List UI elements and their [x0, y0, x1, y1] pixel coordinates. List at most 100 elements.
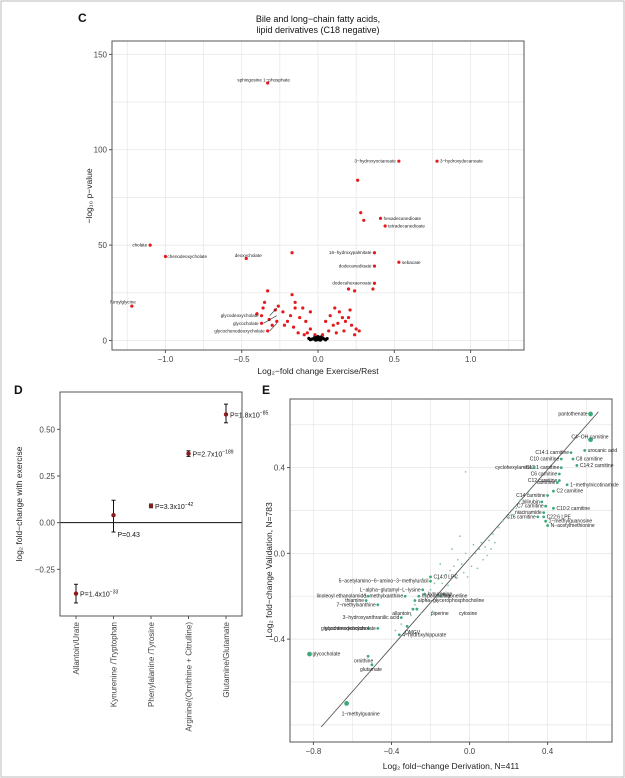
panel-c-point-significant — [262, 300, 267, 304]
panel-c-label-dodecanedioate: dodecanedioate — [339, 264, 372, 269]
panel-c-point-nonsignificant — [314, 338, 318, 342]
panel-c-label-dodecahexaenoate: dodecahexaenoate — [332, 281, 372, 286]
panel-e-point-n-acetylmethionine — [546, 524, 549, 527]
panel-c-point-significant — [291, 325, 296, 329]
panel-e-point-hypoxanthine — [417, 594, 421, 598]
panel-e-grid — [290, 399, 612, 742]
panel-c-point-significant — [270, 323, 274, 327]
panel-e-label-cyclohexylamine: cyclohexylamine — [495, 465, 532, 471]
panel-c-ytick-label: 100 — [94, 146, 108, 155]
panel-e-point-c7-carnitine — [544, 504, 548, 508]
panel-e-point-c10-carnitine — [559, 457, 563, 461]
panel-d-point — [73, 591, 79, 596]
panel-c-point-sebacate — [397, 260, 401, 264]
panel-e-label-glutamate: glutamate — [360, 667, 382, 673]
panel-e-point-3-hydroxyanthranilic-acid — [399, 616, 403, 620]
panel-c-xtick-label: −1.0 — [158, 355, 174, 364]
panel-c-point-hexadecanedioate — [378, 216, 383, 220]
panel-e-label-c8-carnitine: C8 carnitine — [576, 457, 603, 463]
panel-d-ytick-label: −0.25 — [35, 565, 56, 574]
panel-e-label-kynurenine: kynurenine — [428, 592, 453, 598]
panel-e-label-glycochenodeoxycholate: glycochenodeoxycholate — [321, 626, 376, 632]
panel-e-point-background — [449, 569, 451, 572]
panel-c-point-significant — [362, 218, 366, 222]
panel-e-fit-line — [320, 411, 599, 728]
panel-e-label-c6-carnitine: C6 carnitine — [531, 472, 558, 478]
panel-e-point-c16-carnitine — [536, 515, 540, 519]
panel-c-point-significant — [331, 323, 335, 327]
panel-c-point-glycocholate — [259, 321, 264, 325]
panel-c-point-significant — [313, 333, 317, 337]
panel-e-label-1-methylguanine: 1−methylguanine — [342, 711, 380, 717]
panel-e-label-piperine: piperine — [431, 611, 449, 617]
panel-e-ytick-label: −0.4 — [269, 635, 285, 644]
panel-c-point-significant — [308, 327, 312, 331]
panel-e-label-1-methylnicotinamide: 1−methylnicotinamide — [570, 482, 619, 488]
panel-e-point-background — [445, 573, 448, 576]
panel-e-point-glutamate — [370, 663, 374, 667]
panel-e-xtick-label: −0.4 — [384, 747, 400, 756]
panel-e-point-c2-carnitine — [552, 489, 555, 493]
panel-c-ytick-label: 50 — [98, 241, 107, 250]
panel-e-point-dmgv — [405, 624, 409, 628]
panel-c-label-furoylglycine: furoylglycine — [110, 300, 136, 305]
panel-e-point-background — [454, 576, 457, 578]
panel-e-point-background — [474, 552, 477, 555]
panel-e-xtick-label: 0.0 — [464, 747, 476, 756]
panel-e-point-background — [501, 520, 504, 523]
panel-d-p-exponent: −85 — [260, 410, 269, 416]
panel-e-point-cyclohexylamine — [532, 466, 536, 469]
panel-e-point-c14-carnitine — [546, 494, 549, 497]
panel-c-point-significant — [340, 315, 345, 320]
panel-c-point-significant — [349, 323, 354, 327]
panel-e-point-background — [494, 541, 496, 544]
panel-e-label-hypoxanthine: hypoxanthine — [422, 594, 452, 600]
panel-e-point-background — [497, 526, 500, 529]
panel-e-xtick-label: −0.8 — [306, 747, 322, 756]
panel-e-point-background — [488, 539, 490, 542]
panel-e-point-bilirubin — [540, 500, 544, 504]
panel-e-point-c14-2-carnitine — [575, 464, 579, 467]
panel-c-point-significant — [301, 306, 305, 310]
panel-c-point-significant — [348, 308, 352, 312]
panel-e-point-background — [482, 558, 485, 561]
panel-c-y-axis-label: −log₁₀ p−value — [84, 168, 94, 223]
panel-e-point-1-methylguanine — [344, 701, 349, 706]
panel-e-point-background — [472, 543, 475, 546]
panel-c-point-significant — [333, 306, 337, 310]
panel-d-p-value: P=1.4x10−33 — [80, 590, 118, 599]
panel-d-point — [223, 412, 229, 417]
panel-e-point-background — [435, 599, 438, 602]
panel-e-point-allantoin — [411, 607, 415, 611]
panel-c: C Bile and long−chain fatty acids, lipid… — [78, 11, 525, 376]
panel-d-category-label: Kynurenine /Tryptophan — [110, 622, 119, 707]
panel-c-point-significant — [293, 306, 297, 310]
panel-e-label-1-methylguanosine: 1−methylguanosine — [549, 519, 593, 525]
panel-e-point-glycodeoxycholate — [366, 626, 370, 630]
panel-e-label-glycocholate: glycocholate — [313, 652, 341, 658]
panel-c-point-significant — [354, 327, 358, 331]
panel-e-point-background — [425, 599, 428, 602]
panel-c-point-significant — [293, 300, 297, 304]
panel-e-point-c4-oh-carnitine — [588, 437, 593, 443]
panel-d-category-label: Allantoin/Urate — [72, 621, 81, 674]
panel-c-point-significant — [290, 293, 294, 297]
panel-c-letter: C — [78, 11, 87, 25]
panel-e-label-bilirubin: bilirubin — [523, 499, 540, 505]
panel-e-point-background — [466, 576, 469, 578]
panel-d-p-exponent: −33 — [110, 590, 119, 596]
panel-e-point-5-acetylamino-6-amino-3-methyluracil — [429, 579, 432, 583]
panel-e-point-background — [527, 492, 529, 495]
panel-c-point-significant — [334, 331, 338, 335]
panel-d-marks: P=1.4x10−33 P=0.43 P=3.3x10−42 P=2.7x10−189… — [60, 403, 269, 604]
panel-e-point-background — [484, 546, 487, 548]
panel-e-label-c14-1-carnitine: C14:1 carnitine — [535, 450, 569, 456]
panel-e: E pantothenate C4−OH carnitine urocanic ac… — [262, 383, 619, 771]
panel-c-point-significant — [343, 319, 348, 323]
panel-e-point-kynurenine — [423, 592, 427, 596]
panel-e-point-1-methylguanosine — [544, 519, 548, 523]
panel-c-point-significant — [359, 211, 363, 215]
panel-d-point — [148, 503, 154, 509]
panel-d-letter: D — [14, 383, 23, 397]
